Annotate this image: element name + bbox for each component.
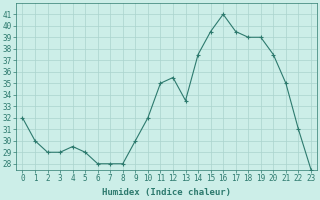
X-axis label: Humidex (Indice chaleur): Humidex (Indice chaleur): [102, 188, 231, 197]
